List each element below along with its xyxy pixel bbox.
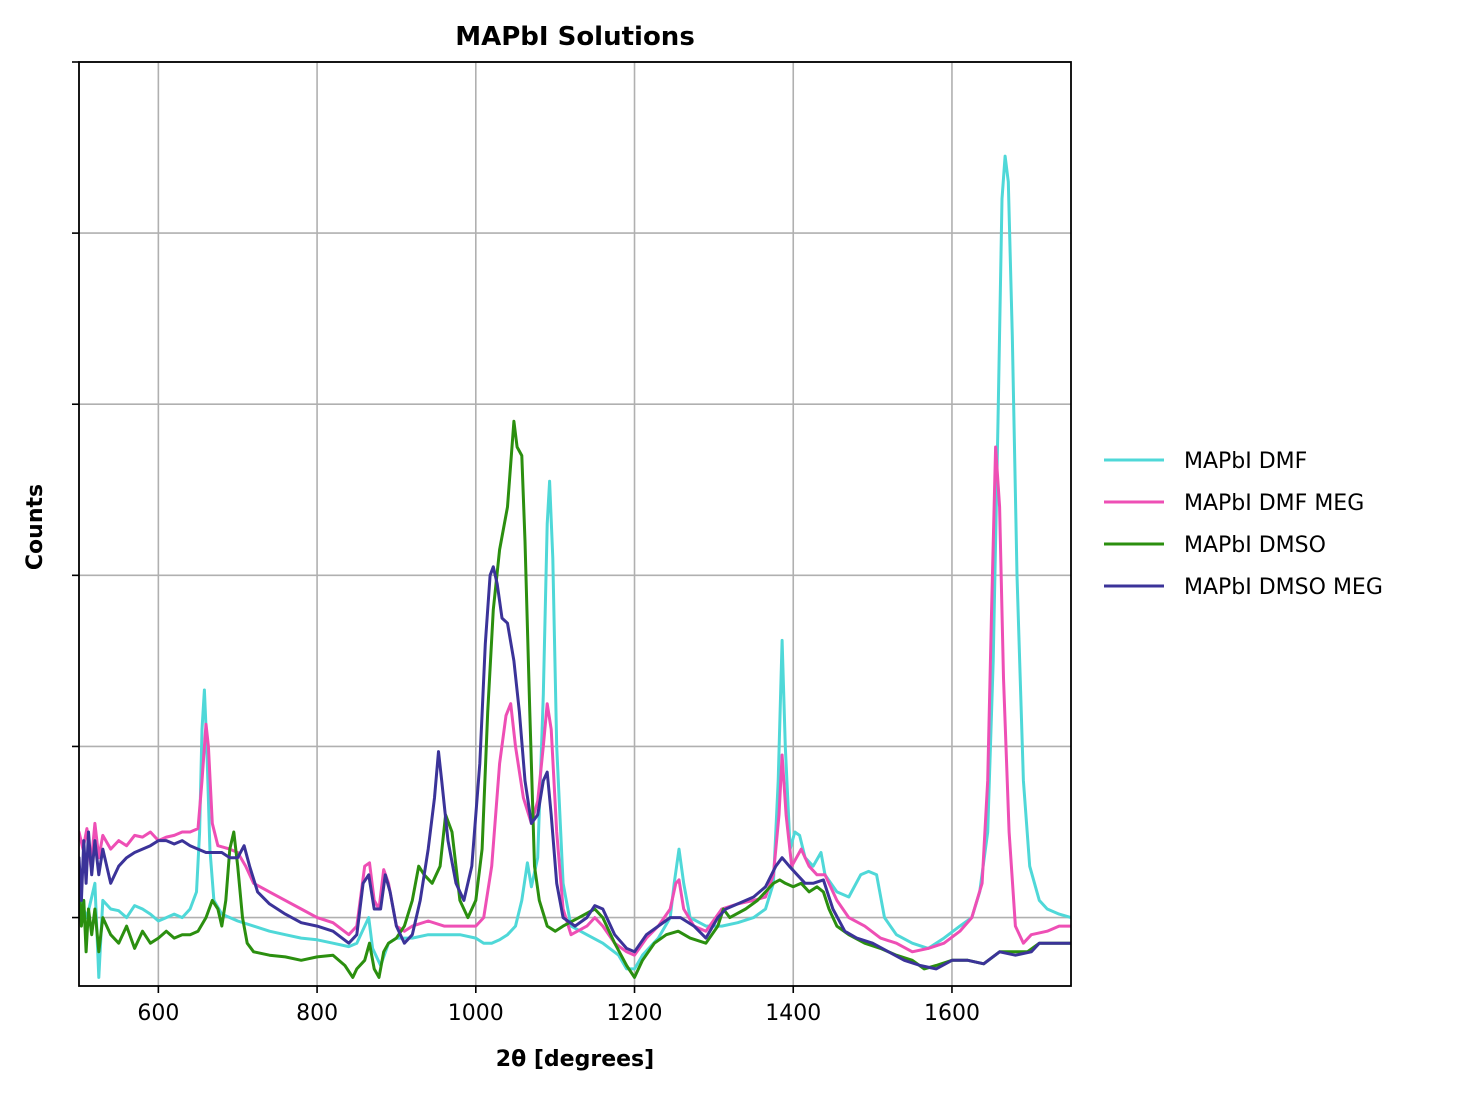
plot-frame <box>78 61 1072 987</box>
legend-label: MAPbI DMF <box>1184 449 1307 474</box>
x-tick-label: 1000 <box>448 1001 504 1026</box>
series-line-2 <box>79 445 1071 957</box>
x-tick-label: 1200 <box>607 1001 663 1026</box>
series-line-4 <box>79 565 1071 971</box>
plot-area <box>79 154 1071 979</box>
legend-label: MAPbI DMSO <box>1184 533 1326 558</box>
x-tick-label: 800 <box>296 1001 338 1026</box>
legend-label: MAPbI DMF MEG <box>1184 491 1364 516</box>
chart-title: MAPbI Solutions <box>455 22 695 52</box>
axes: 600 800 1000 1200 1400 1600 <box>72 61 1072 1026</box>
x-tick-label: 600 <box>137 1001 179 1026</box>
legend-label: MAPbI DMSO MEG <box>1184 575 1383 600</box>
x-tick-label: 1600 <box>924 1001 980 1026</box>
x-tick-label: 1400 <box>765 1001 821 1026</box>
series-line-3 <box>79 419 1071 979</box>
x-axis-label: 2θ [degrees] <box>496 1047 654 1072</box>
y-axis-label: Counts <box>23 484 48 570</box>
series-line-1 <box>79 154 1071 979</box>
legend: MAPbI DMF MAPbI DMF MEG MAPbI DMSO MAPbI DM… <box>1104 449 1383 600</box>
